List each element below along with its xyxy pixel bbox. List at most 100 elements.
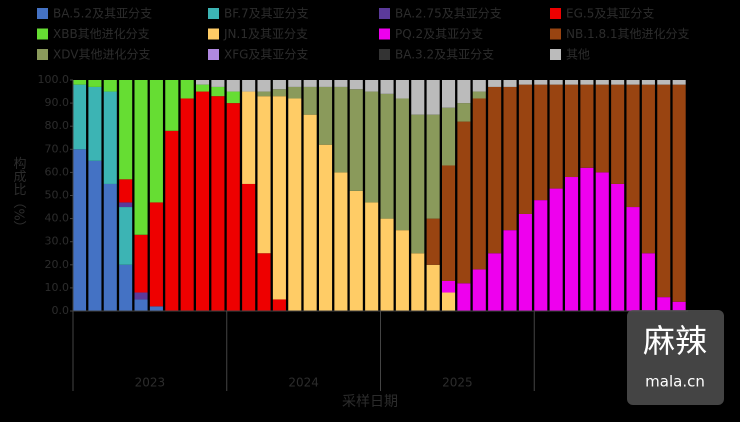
bar-segment — [134, 292, 148, 300]
legend-swatch — [208, 49, 219, 60]
bar-segment — [272, 299, 286, 311]
bar-segment — [365, 91, 379, 203]
bar-segment — [426, 264, 440, 311]
y-tick-label: 40.0 — [45, 212, 70, 225]
bar-segment — [119, 264, 133, 311]
bar-segment — [426, 218, 440, 265]
bar-segment — [257, 91, 271, 97]
bar-segment — [626, 207, 640, 311]
bar-segment — [549, 80, 563, 85]
legend-swatch — [379, 8, 390, 19]
bar-segment — [395, 230, 409, 311]
bar-segment — [565, 177, 579, 311]
bar-segment — [411, 114, 425, 254]
bar-segment — [319, 86, 333, 145]
bar-segment — [73, 84, 87, 150]
bar-segment — [119, 207, 133, 265]
legend-label: XFG及其亚分支 — [224, 48, 308, 62]
bar-segment — [103, 80, 117, 92]
watermark-site: mala.cn — [645, 373, 705, 391]
bar-segment — [672, 301, 686, 311]
bar-segment — [334, 86, 348, 173]
bar-segment — [442, 280, 456, 293]
bar-segment — [503, 230, 517, 311]
bar-segment — [580, 167, 594, 311]
bar-segment — [518, 213, 532, 311]
bar-segment — [426, 114, 440, 219]
bar-segment — [303, 80, 317, 87]
bar-segment — [565, 84, 579, 178]
bar-segment — [196, 91, 210, 311]
legend-label: XDV其他进化分支 — [53, 48, 150, 62]
bar-segment — [488, 86, 502, 254]
bar-segment — [472, 91, 486, 99]
legend-label: BA.5.2及其亚分支 — [53, 7, 152, 21]
bar-segment — [211, 80, 225, 87]
bar-segment — [380, 80, 394, 94]
bar-segment — [211, 96, 225, 311]
bar-segment — [503, 80, 517, 87]
bar-segment — [518, 84, 532, 214]
bar-segment — [672, 84, 686, 302]
bar-segment — [442, 80, 456, 108]
bar-segment — [672, 80, 686, 85]
bar-segment — [611, 183, 625, 311]
y-tick-label: 20.0 — [45, 258, 70, 271]
legend-label: 其他 — [566, 48, 590, 62]
bar-segment — [319, 144, 333, 311]
bar-segment — [134, 80, 148, 235]
y-tick-label: 60.0 — [45, 165, 70, 178]
bar-segment — [580, 80, 594, 85]
bar-segment — [626, 84, 640, 208]
bar-segment — [149, 80, 163, 203]
legend-swatch — [37, 8, 48, 19]
y-axis-label: 构成比（%） — [11, 156, 27, 233]
y-tick-label: 100.0 — [38, 73, 70, 86]
bar-segment — [196, 84, 210, 92]
bar-segment — [380, 93, 394, 219]
bar-segment — [149, 202, 163, 307]
bar-segment — [180, 98, 194, 311]
bar-segment — [319, 80, 333, 87]
bar-segment — [211, 86, 225, 97]
watermark-title: 麻辣 — [643, 322, 707, 360]
bar-segment — [334, 80, 348, 87]
bar-segment — [534, 84, 548, 201]
bar-segment — [611, 80, 625, 85]
bar-segment — [534, 200, 548, 311]
bar-segment — [565, 80, 579, 85]
bar-segment — [457, 121, 471, 284]
bar-segment — [349, 80, 363, 90]
bar-segment — [134, 299, 148, 311]
bar-segment — [426, 80, 440, 115]
bar-segment — [595, 172, 609, 311]
bar-segment — [657, 297, 671, 311]
watermark-box — [627, 310, 724, 405]
legend-label: NB.1.8.1其他进化分支 — [566, 27, 690, 41]
bar-segment — [257, 96, 271, 254]
bar-segment — [472, 269, 486, 311]
bar-segment — [226, 80, 240, 92]
bar-segment — [442, 292, 456, 311]
bar-segment — [242, 91, 256, 184]
bar-segment — [103, 183, 117, 311]
bar-segment — [595, 84, 609, 173]
y-tick-label: 0.0 — [52, 304, 70, 317]
bar-segment — [334, 172, 348, 311]
legend-label: EG.5及其亚分支 — [566, 7, 654, 21]
legend-label: BF.7及其亚分支 — [224, 7, 309, 21]
bar-segment — [641, 80, 655, 85]
bar-segment — [472, 98, 486, 270]
bar-segment — [349, 89, 363, 191]
bar-segment — [180, 80, 194, 99]
bar-segment — [626, 80, 640, 85]
bar-segment — [349, 190, 363, 311]
bar-segment — [457, 103, 471, 122]
bar-segment — [549, 84, 563, 189]
y-tick-label: 50.0 — [45, 189, 70, 202]
bar-segment — [457, 80, 471, 104]
legend-label: BA.3.2及其亚分支 — [395, 48, 494, 62]
x-group-label: 2024 — [288, 376, 319, 390]
legend-swatch — [37, 28, 48, 40]
bar-segment — [257, 253, 271, 311]
